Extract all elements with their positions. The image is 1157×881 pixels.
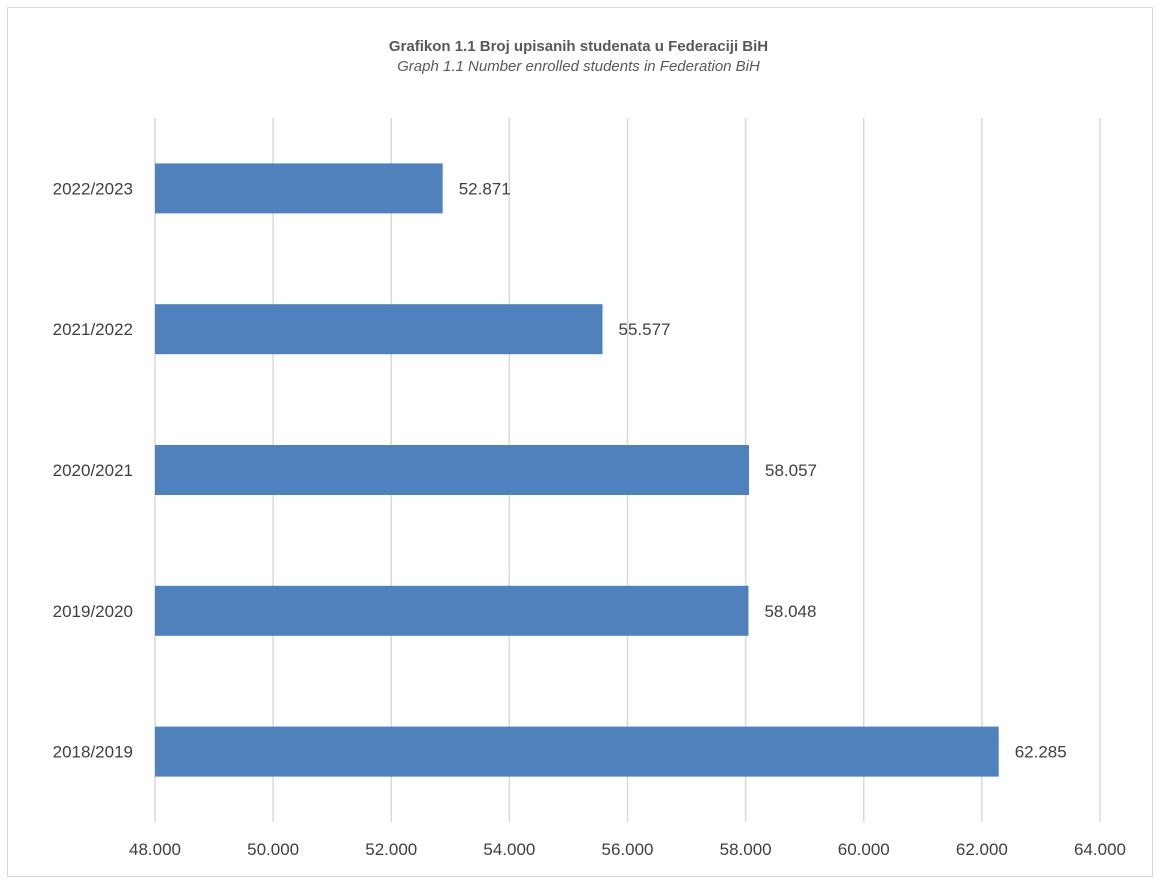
x-tick-label: 54.000 (483, 840, 535, 859)
x-tick-label: 62.000 (956, 840, 1008, 859)
chart-subtitle: Graph 1.1 Number enrolled students in Fe… (397, 58, 760, 75)
x-tick-label: 48.000 (129, 840, 181, 859)
bar (155, 585, 749, 636)
data-label: 58.048 (764, 602, 816, 621)
bar (155, 163, 443, 214)
chart-frame (7, 7, 1153, 877)
data-label: 62.285 (1015, 743, 1067, 762)
category-label: 2019/2020 (53, 602, 133, 621)
chart-title: Grafikon 1.1 Broj upisanih studenata u F… (388, 38, 769, 55)
bar (155, 304, 603, 355)
bar (155, 445, 749, 495)
x-tick-label: 60.000 (838, 840, 890, 859)
x-tick-label: 64.000 (1074, 840, 1126, 859)
category-label: 2018/2019 (53, 743, 133, 762)
data-label: 58.057 (765, 461, 817, 480)
bar (155, 726, 999, 777)
x-tick-label: 58.000 (720, 840, 772, 859)
x-tick-label: 50.000 (247, 840, 299, 859)
data-label: 55.577 (619, 320, 671, 339)
bars (155, 163, 999, 777)
category-label: 2022/2023 (53, 179, 133, 198)
labels: 48.000 50.000 52.000 54.000 56.000 58.000 60.0… (53, 179, 1126, 859)
category-label: 2020/2021 (53, 461, 133, 480)
data-label: 52.871 (459, 179, 511, 198)
x-tick-label: 52.000 (365, 840, 417, 859)
category-label: 2021/2022 (53, 320, 133, 339)
x-tick-label: 56.000 (602, 840, 654, 859)
